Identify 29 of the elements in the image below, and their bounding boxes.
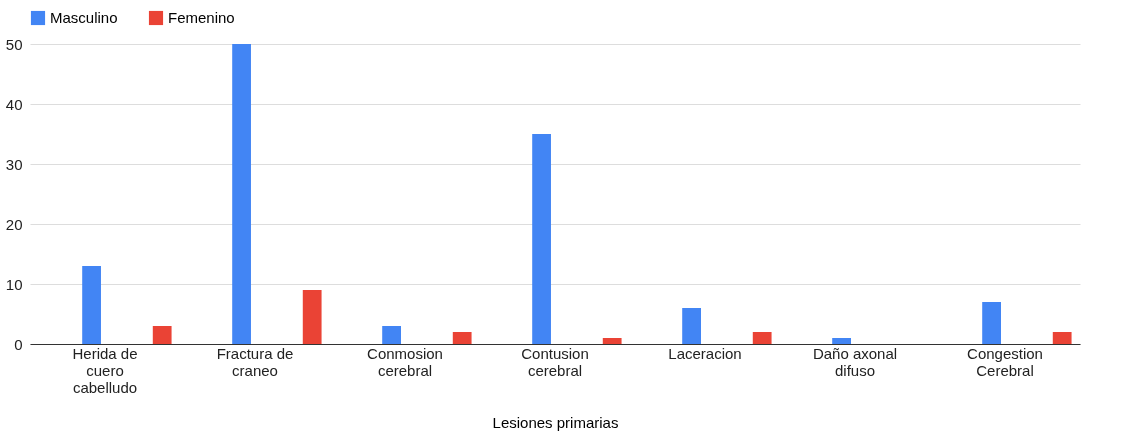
bar: [682, 308, 701, 344]
legend-label: Masculino: [50, 9, 118, 26]
x-tick-label: Fractura de craneo: [216, 344, 294, 379]
bar: [982, 302, 1001, 344]
bar: [752, 332, 772, 344]
x-tick-label: Herida de cuero cabelludo: [72, 344, 138, 396]
legend-label: Femenino: [168, 9, 235, 26]
y-tick-label: 30: [5, 155, 23, 173]
x-axis-title: Lesiones primarias: [492, 413, 619, 431]
y-tick-label: 10: [5, 275, 23, 293]
bar: [1052, 332, 1072, 344]
y-tick-label: 50: [5, 35, 23, 53]
x-tick-label: Daño axonal difuso: [812, 344, 898, 379]
bar: [602, 338, 622, 344]
x-tick-label: Congestion Cerebral: [967, 344, 1043, 379]
bar: [832, 338, 851, 344]
bar: [532, 134, 551, 344]
y-tick-label: 20: [5, 215, 23, 233]
bar: [232, 44, 251, 344]
x-tick-label: Contusion cerebral: [521, 344, 589, 379]
bar: [152, 326, 172, 344]
bar: [302, 290, 322, 344]
x-tick-label: Conmosion cerebral: [367, 344, 443, 379]
bar: [82, 266, 101, 344]
bar: [382, 326, 401, 344]
y-tick-label: 0: [14, 335, 23, 353]
x-tick-label: Laceracion: [668, 344, 742, 362]
y-tick-label: 40: [5, 95, 23, 113]
bar: [452, 332, 472, 344]
